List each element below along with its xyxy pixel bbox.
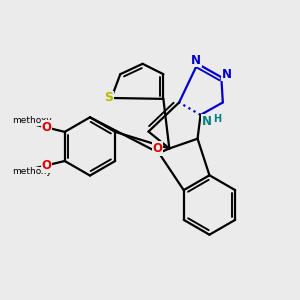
Text: H: H <box>213 114 221 124</box>
Text: O: O <box>152 142 162 155</box>
Text: N: N <box>191 54 201 67</box>
Text: N: N <box>222 68 232 81</box>
Text: methoxy: methoxy <box>30 119 36 120</box>
Text: S: S <box>104 92 113 104</box>
Text: N: N <box>202 115 212 128</box>
Text: methoxy: methoxy <box>12 167 52 176</box>
Text: O: O <box>41 159 51 172</box>
Text: O: O <box>41 121 51 134</box>
Text: methoxy: methoxy <box>12 116 52 125</box>
